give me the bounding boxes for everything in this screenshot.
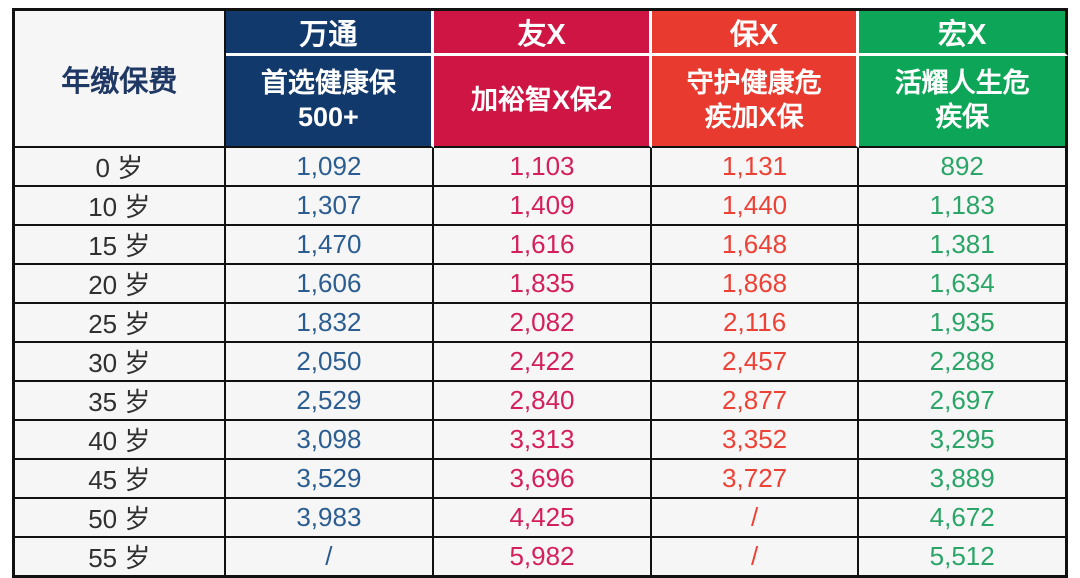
product-header-1: 首选健康保 500+ [225,56,435,148]
premium-cell: 1,131 [651,148,860,187]
company-header-row: 年缴保费 万通 友X 保X 宏X [15,11,1068,148]
premium-cell: 4,672 [859,499,1068,538]
premium-cell: 3,983 [225,499,435,538]
table-row: 15 岁 1,470 1,616 1,648 1,381 [15,226,1068,265]
premium-cell: 1,409 [434,187,652,226]
premium-cell: / [651,538,860,578]
table-row: 50 岁 3,983 4,425/4,672 [15,499,1068,538]
premium-cell: 2,422 [434,343,652,382]
table-row: 40 岁 3,098 3,313 3,352 3,295 [15,421,1068,460]
premium-cell: 1,470 [225,226,435,265]
premium-comparison-table: 年缴保费 万通 友X 保X 宏X 首选健康保 500+ 加裕智X保2 守护健康危 疾加X保… [12,8,1068,578]
age-cell: 35 岁 [15,382,226,421]
premium-cell: 892 [859,148,1068,187]
premium-cell: 2,697 [859,382,1068,421]
premium-cell: 2,116 [651,304,860,343]
company-header-4: 宏X [859,11,1068,56]
age-cell: 10 岁 [15,187,226,226]
age-cell: 40 岁 [15,421,226,460]
age-cell: 30 岁 [15,343,226,382]
premium-cell: 1,092 [225,148,435,187]
premium-cell: 2,529 [225,382,435,421]
age-cell: 50 岁 [15,499,226,538]
premium-cell: 3,295 [859,421,1068,460]
premium-cell: 4,425 [434,499,652,538]
table-row: 35 岁 2,529 2,840 2,877 2,697 [15,382,1068,421]
premium-cell: 1,616 [434,226,652,265]
company-header-1: 万通 [225,11,435,56]
table-row: 45 岁 3,529 3,696 3,727 3,889 [15,460,1068,499]
product-header-row: 首选健康保 500+ 加裕智X保2 守护健康危 疾加X保 活耀人生危 疾保 [15,56,1068,148]
company-header-2: 友X [434,11,652,56]
premium-cell: 3,889 [859,460,1068,499]
age-cell: 20 岁 [15,265,226,304]
age-cell: 25 岁 [15,304,226,343]
product-header-4: 活耀人生危 疾保 [859,56,1068,148]
premium-cell: 1,381 [859,226,1068,265]
age-cell: 15 岁 [15,226,226,265]
table-row: 0 岁 1,092 1,103 1,131 892 [15,148,1068,187]
premium-cell: 3,313 [434,421,652,460]
premium-cell: 1,183 [859,187,1068,226]
product-header-3: 守护健康危 疾加X保 [651,56,860,148]
premium-cell: 1,440 [651,187,860,226]
premium-cell: 5,512 [859,538,1068,578]
table-row: 30 岁 2,050 2,422 2,457 2,288 [15,343,1068,382]
premium-cell: 2,840 [434,382,652,421]
premium-cell: 3,352 [651,421,860,460]
table-row: 25 岁 1,832 2,082 2,116 1,935 [15,304,1068,343]
premium-cell: 1,835 [434,265,652,304]
corner-header-annual-premium: 年缴保费 [15,11,226,148]
premium-cell: 3,529 [225,460,435,499]
age-cell: 45 岁 [15,460,226,499]
premium-cell: 1,634 [859,265,1068,304]
premium-cell: 2,457 [651,343,860,382]
product-header-2: 加裕智X保2 [434,56,652,148]
premium-cell: 3,696 [434,460,652,499]
age-cell: 55 岁 [15,538,226,578]
premium-cell: 5,982 [434,538,652,578]
premium-cell: 1,832 [225,304,435,343]
premium-cell: 2,082 [434,304,652,343]
table-row: 20 岁 1,606 1,835 1,868 1,634 [15,265,1068,304]
premium-cell: 3,098 [225,421,435,460]
premium-cell: / [651,499,860,538]
table-row: 55 岁/5,982/5,512 [15,538,1068,578]
premium-cell: 2,288 [859,343,1068,382]
table-row: 10 岁 1,307 1,409 1,440 1,183 [15,187,1068,226]
table-body: 0 岁 1,092 1,103 1,131 892 10 岁 1,307 1,409 1,440… [15,148,1068,578]
premium-cell: 2,050 [225,343,435,382]
table-header: 年缴保费 万通 友X 保X 宏X 首选健康保 500+ 加裕智X保2 守护健康危 疾加X保… [15,11,1068,148]
premium-cell: 1,935 [859,304,1068,343]
premium-cell: 1,103 [434,148,652,187]
premium-cell: 3,727 [651,460,860,499]
premium-cell: 1,606 [225,265,435,304]
premium-cell: 1,307 [225,187,435,226]
premium-cell: 2,877 [651,382,860,421]
premium-cell: 1,648 [651,226,860,265]
company-header-3: 保X [651,11,860,56]
premium-cell: / [225,538,435,578]
premium-cell: 1,868 [651,265,860,304]
age-cell: 0 岁 [15,148,226,187]
